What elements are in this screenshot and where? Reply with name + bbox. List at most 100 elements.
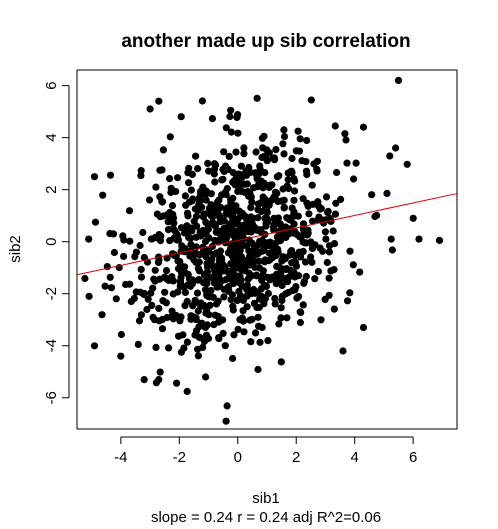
x-axis-label: sib1 (252, 490, 280, 507)
data-point (243, 303, 251, 311)
y-tick-label: 2 (43, 185, 60, 193)
data-point (293, 294, 301, 302)
data-point (329, 227, 337, 235)
data-point (256, 226, 264, 234)
data-point (156, 368, 164, 376)
data-point (198, 203, 206, 211)
data-point (285, 184, 293, 193)
data-point (229, 216, 237, 224)
data-point (251, 287, 259, 295)
data-point (254, 183, 262, 191)
data-point (394, 76, 403, 84)
data-point (288, 204, 296, 212)
data-point (280, 150, 288, 158)
data-point (275, 172, 283, 180)
data-point (221, 342, 229, 350)
data-point (237, 252, 245, 261)
data-point (139, 228, 147, 237)
data-point (193, 289, 202, 297)
data-point (247, 338, 255, 346)
data-point (332, 199, 340, 207)
data-point (247, 204, 255, 212)
data-point (219, 175, 227, 183)
data-point (229, 354, 237, 363)
data-point (321, 228, 329, 236)
data-point (218, 260, 226, 268)
data-point (271, 300, 279, 308)
data-point (181, 192, 189, 200)
data-point (214, 297, 222, 305)
data-point (184, 169, 192, 177)
data-point (181, 288, 189, 297)
data-point (182, 201, 190, 209)
data-point (234, 129, 242, 137)
data-point (187, 315, 195, 323)
data-point (162, 267, 171, 275)
data-point (199, 213, 207, 221)
data-point (151, 266, 159, 274)
data-point (246, 316, 254, 324)
y-tick-label: -4 (43, 339, 60, 352)
data-point (290, 220, 298, 228)
x-tick-label: 4 (351, 449, 359, 466)
data-point (246, 168, 254, 176)
data-point (277, 314, 285, 322)
data-point (155, 304, 163, 312)
data-point (137, 273, 146, 281)
data-point (202, 230, 210, 238)
data-point (235, 171, 243, 179)
data-point (279, 185, 287, 193)
x-tick-label: -2 (173, 449, 186, 466)
data-point (204, 189, 212, 197)
data-point (238, 314, 246, 322)
x-tick-label: 6 (409, 449, 417, 466)
data-point (254, 206, 262, 214)
data-point (403, 160, 411, 168)
data-point (126, 280, 134, 288)
data-point (85, 292, 93, 300)
data-point (296, 135, 304, 143)
data-point (226, 245, 235, 253)
data-point (146, 105, 154, 113)
data-point (227, 202, 235, 210)
data-point (151, 316, 159, 324)
data-point (383, 189, 391, 197)
data-point (203, 263, 212, 271)
data-point (127, 297, 135, 306)
data-point (346, 247, 354, 255)
data-point (221, 265, 230, 273)
data-point (227, 296, 235, 304)
data-point (277, 304, 285, 312)
data-point (343, 297, 352, 305)
data-point (286, 168, 295, 176)
data-point (195, 198, 204, 206)
data-point (202, 270, 210, 278)
data-point (145, 196, 154, 204)
data-point (283, 314, 291, 322)
data-point (167, 184, 175, 192)
data-point (314, 216, 322, 224)
data-point (272, 146, 280, 154)
data-point (256, 199, 264, 208)
data-point (154, 234, 162, 242)
data-point (234, 111, 242, 119)
data-point (280, 132, 289, 141)
x-axis: -4 -2 0 2 4 6 (114, 436, 417, 466)
data-point (288, 247, 296, 255)
y-tick-label: 0 (43, 238, 60, 246)
data-point (325, 248, 333, 256)
data-point (327, 267, 335, 275)
data-point (140, 253, 148, 262)
data-point (181, 302, 189, 310)
data-point (435, 236, 444, 244)
data-point (131, 253, 139, 261)
data-point (204, 222, 212, 230)
data-point (313, 157, 321, 165)
data-point (322, 235, 330, 243)
data-point (251, 263, 259, 271)
data-point (192, 316, 200, 324)
data-point (173, 236, 181, 244)
data-point (192, 258, 200, 267)
data-point (165, 344, 173, 352)
